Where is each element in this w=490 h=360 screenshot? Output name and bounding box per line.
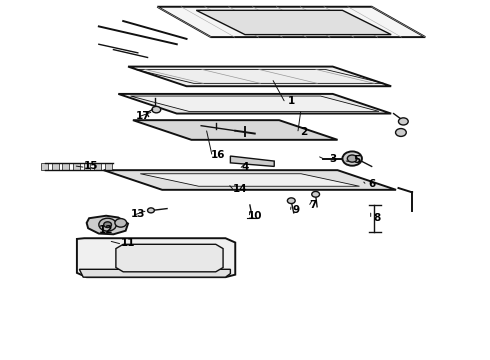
Text: 11: 11 (121, 238, 135, 248)
Circle shape (288, 198, 295, 203)
Text: 16: 16 (211, 150, 225, 160)
Polygon shape (87, 216, 128, 234)
Polygon shape (77, 238, 235, 277)
Polygon shape (196, 10, 391, 35)
Bar (73, 163, 80, 170)
Text: 2: 2 (300, 127, 307, 137)
Text: 5: 5 (353, 156, 361, 165)
Bar (41, 163, 48, 170)
Polygon shape (79, 269, 230, 277)
Text: 1: 1 (288, 96, 295, 107)
Polygon shape (130, 96, 379, 111)
Polygon shape (116, 244, 223, 272)
Bar (52, 163, 59, 170)
Bar (105, 163, 112, 170)
Polygon shape (140, 174, 360, 186)
Text: 17: 17 (135, 111, 150, 121)
Circle shape (312, 192, 319, 197)
Text: 6: 6 (368, 179, 375, 189)
Bar (94, 163, 101, 170)
Bar (84, 163, 90, 170)
Polygon shape (157, 7, 425, 37)
Text: 15: 15 (84, 161, 99, 171)
Bar (62, 163, 69, 170)
Polygon shape (118, 94, 391, 113)
Circle shape (99, 218, 116, 231)
Circle shape (104, 222, 112, 228)
Text: 7: 7 (310, 200, 317, 210)
Polygon shape (104, 170, 396, 190)
Circle shape (115, 219, 126, 227)
Text: 13: 13 (130, 209, 145, 219)
Polygon shape (133, 120, 338, 140)
Text: 14: 14 (233, 184, 247, 194)
Text: 12: 12 (99, 225, 113, 235)
Text: 8: 8 (373, 212, 380, 222)
Circle shape (343, 152, 362, 166)
Circle shape (395, 129, 406, 136)
Circle shape (398, 118, 408, 125)
Circle shape (147, 208, 154, 213)
Circle shape (152, 107, 161, 113)
Polygon shape (128, 67, 391, 86)
Text: 4: 4 (241, 162, 249, 172)
Polygon shape (230, 156, 274, 166)
Text: 9: 9 (293, 205, 300, 215)
Text: 3: 3 (329, 154, 336, 163)
Text: 10: 10 (247, 211, 262, 221)
Circle shape (347, 155, 357, 162)
